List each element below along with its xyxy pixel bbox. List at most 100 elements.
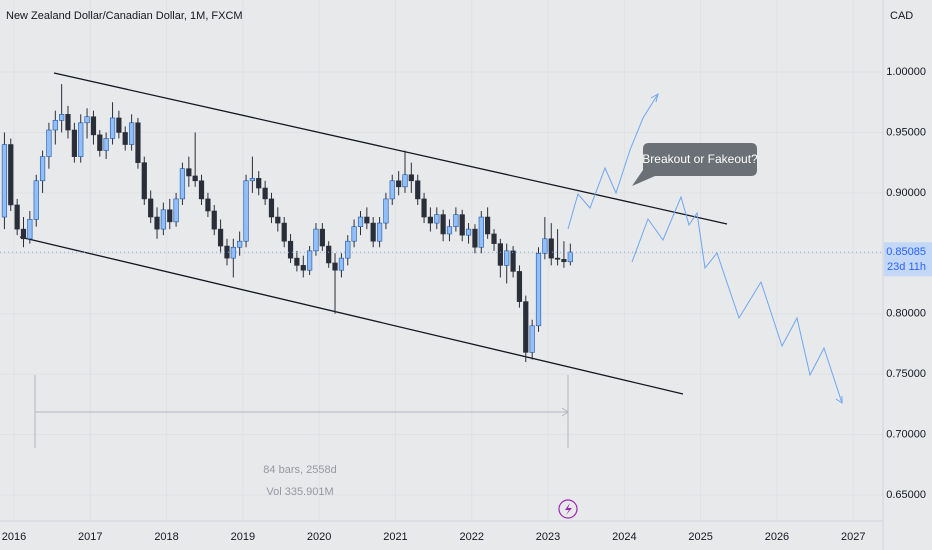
y-tick-label: 0.90000 [886, 187, 926, 199]
candle-body [154, 216, 160, 230]
measure-tool [34, 375, 569, 448]
candle-body [268, 198, 275, 218]
candle-body [205, 198, 211, 212]
candle-body [529, 325, 535, 353]
candle-body [307, 250, 313, 271]
candle-body [230, 246, 236, 259]
candle-body [8, 144, 14, 206]
x-tick-label: 2020 [307, 531, 331, 543]
candle-body [1, 144, 8, 218]
candle-body [338, 257, 345, 271]
y-tick-label: 1.00000 [886, 66, 926, 78]
candle-body [122, 132, 128, 145]
candle-body [383, 198, 389, 224]
candle-body [116, 117, 122, 133]
candle-body [313, 228, 319, 252]
x-tick-label: 2023 [536, 531, 560, 543]
candle-body [396, 180, 402, 188]
axes: 1.000000.950000.900000.850000.800000.750… [0, 66, 932, 543]
x-tick-label: 2024 [612, 531, 636, 543]
candle-body [472, 228, 478, 248]
candle-body [237, 240, 243, 248]
candle-body [173, 198, 179, 223]
candle-body [345, 240, 351, 259]
candle-body [332, 262, 338, 271]
arrow-head [835, 396, 843, 404]
candle-body [65, 114, 71, 131]
candle-body [39, 156, 46, 182]
candle-body [78, 122, 84, 157]
candle-body [198, 180, 205, 200]
candle-body [59, 114, 65, 121]
candle-body [27, 219, 33, 240]
arrow-head [650, 92, 659, 103]
candle-body [33, 180, 39, 220]
candle-body [567, 251, 573, 263]
candle-body [370, 222, 376, 242]
candle-body [516, 271, 523, 302]
y-tick-label: 0.75000 [886, 368, 926, 380]
candle-body [440, 214, 446, 235]
candle-body [160, 209, 166, 230]
candle-body [389, 180, 395, 200]
y-tick-label: 0.80000 [886, 308, 926, 320]
candle-body [485, 216, 491, 235]
candle-body [46, 129, 52, 157]
candle-body [256, 178, 262, 189]
candle-body [135, 122, 141, 163]
projection-down [631, 195, 843, 404]
candle-body [453, 214, 459, 228]
candle-body [376, 222, 383, 242]
candle-body [364, 216, 370, 224]
candle-body [52, 120, 58, 131]
candle-body [554, 257, 561, 260]
candle-body [275, 216, 281, 224]
candle-body [504, 250, 510, 266]
candle-body [90, 116, 97, 136]
candle-body [262, 187, 268, 200]
candle-body [510, 250, 516, 272]
candle-body [186, 168, 192, 177]
candle-body [167, 209, 173, 223]
candle-body [548, 238, 554, 259]
candle-body [14, 204, 20, 230]
candle-body [491, 233, 497, 244]
candle-body [103, 138, 109, 151]
candle-body [357, 216, 364, 228]
candle-body [287, 240, 294, 259]
candle-body [561, 259, 567, 263]
x-tick-label: 2027 [841, 531, 865, 543]
event-icon[interactable] [558, 499, 578, 519]
countdown-label: 23d 11h [887, 261, 926, 273]
x-tick-label: 2022 [460, 531, 484, 543]
candle-body [281, 222, 287, 242]
last-price-box [884, 242, 932, 277]
projection-up [567, 93, 659, 230]
x-tick-label: 2021 [383, 531, 407, 543]
candle-body [542, 238, 548, 254]
x-tick-label: 2025 [688, 531, 712, 543]
candle-body [351, 226, 357, 242]
candle-body [446, 226, 453, 235]
channel-top [53, 72, 728, 225]
candle-body [319, 228, 325, 247]
candle-body [148, 198, 154, 218]
grid [0, 0, 883, 520]
x-tick-label: 2018 [154, 531, 178, 543]
candle-body [109, 117, 116, 139]
channel-bottom [19, 236, 684, 395]
candle-body [20, 228, 27, 240]
callout-text: Breakout or Fakeout? [642, 152, 758, 166]
candle-body [129, 122, 135, 145]
candle-body [523, 301, 529, 353]
candle-body [294, 257, 300, 266]
candle-body [71, 129, 77, 157]
candle-body [478, 216, 484, 248]
candle-body [421, 198, 427, 218]
candle-body [326, 245, 332, 264]
y-tick-label: 0.95000 [886, 126, 926, 138]
candle-body [217, 228, 224, 247]
chart-title: New Zealand Dollar/Canadian Dollar, 1M, … [6, 10, 243, 22]
